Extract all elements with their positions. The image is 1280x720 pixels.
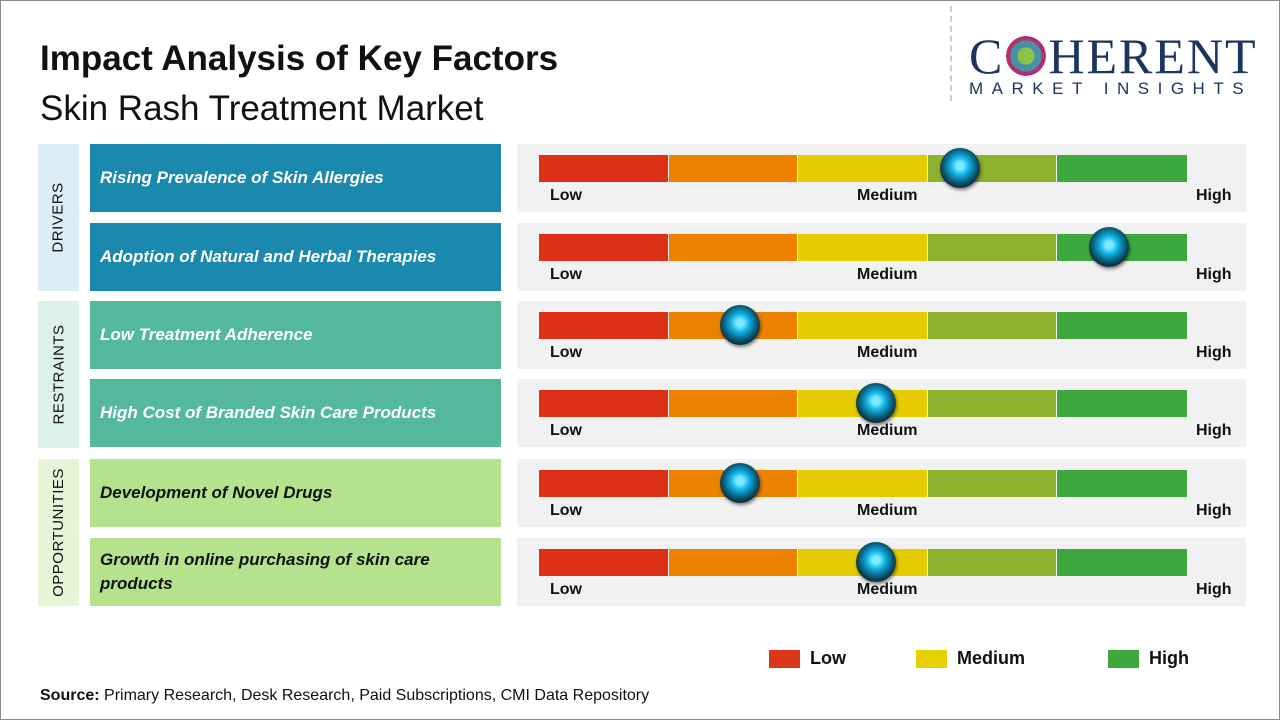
impact-marker	[940, 148, 981, 188]
factor-label: Development of Novel Drugs	[90, 459, 501, 527]
source-note: Source: Primary Research, Desk Research,…	[40, 687, 650, 704]
gauge-segment	[539, 549, 668, 576]
divider	[950, 6, 952, 101]
scale-label-high: High	[1196, 422, 1232, 439]
gauge-segment	[798, 234, 927, 261]
factor-label: Adoption of Natural and Herbal Therapies	[90, 223, 501, 291]
scale-label-low: Low	[550, 581, 582, 598]
impact-marker	[855, 383, 896, 423]
gauge-segment	[539, 312, 668, 339]
gauge-segment	[927, 470, 1057, 497]
legend-swatch-low	[769, 649, 800, 668]
scale-label-high: High	[1196, 344, 1232, 361]
gauge-segment	[798, 470, 927, 497]
legend-high: High	[1108, 648, 1189, 669]
gauge-segment	[1057, 390, 1187, 417]
legend-swatch-medium	[916, 649, 947, 668]
scale-label-high: High	[1196, 581, 1232, 598]
category-restraints: RESTRAINTS	[38, 301, 79, 448]
impact-marker	[1089, 227, 1130, 267]
gauge-segment	[798, 312, 927, 339]
gauge-segment	[1057, 312, 1187, 339]
scale-label-high: High	[1196, 187, 1232, 204]
gauge-segment	[668, 234, 798, 261]
gauge-segment	[539, 390, 668, 417]
scale-label-medium: Medium	[857, 422, 918, 439]
scale-label-low: Low	[550, 266, 582, 283]
scale-label-medium: Medium	[857, 266, 918, 283]
gauge-segment	[539, 155, 668, 182]
factor-label: Rising Prevalence of Skin Allergies	[90, 144, 501, 212]
legend-medium: Medium	[916, 648, 1025, 669]
scale-label-low: Low	[550, 502, 582, 519]
page-subtitle: Skin Rash Treatment Market	[40, 89, 484, 128]
gauge-segment	[668, 155, 798, 182]
impact-gauge: Low Medium High	[517, 379, 1246, 447]
gauge-segment	[1057, 470, 1187, 497]
impact-gauge: Low Medium High	[517, 459, 1246, 527]
factor-label: High Cost of Branded Skin Care Products	[90, 379, 501, 447]
scale-label-medium: Medium	[857, 502, 918, 519]
impact-gauge: Low Medium High	[517, 144, 1246, 212]
scale-label-high: High	[1196, 266, 1232, 283]
category-opportunities: OPPORTUNITIES	[38, 459, 79, 606]
gauge-segment	[927, 549, 1057, 576]
impact-gauge: Low Medium High	[517, 223, 1246, 291]
gauge-segment	[927, 390, 1057, 417]
gauge-segment	[1057, 155, 1187, 182]
impact-marker	[855, 542, 896, 582]
impact-marker	[719, 463, 760, 503]
globe-icon	[1006, 36, 1047, 76]
scale-label-medium: Medium	[857, 187, 918, 204]
gauge-segment	[1057, 549, 1187, 576]
factor-label: Growth in online purchasing of skin care…	[90, 538, 501, 606]
gauge-segment	[668, 549, 798, 576]
scale-label-low: Low	[550, 187, 582, 204]
gauge-segment	[927, 234, 1057, 261]
legend-swatch-high	[1108, 649, 1139, 668]
gauge-segment	[798, 155, 927, 182]
category-drivers: DRIVERS	[38, 144, 79, 291]
legend-low: Low	[769, 648, 846, 669]
impact-marker	[719, 305, 760, 345]
scale-label-medium: Medium	[857, 581, 918, 598]
scale-label-low: Low	[550, 422, 582, 439]
scale-label-medium: Medium	[857, 344, 918, 361]
scale-label-high: High	[1196, 502, 1232, 519]
gauge-segment	[927, 312, 1057, 339]
impact-gauge: Low Medium High	[517, 538, 1246, 606]
gauge-segment	[539, 470, 668, 497]
impact-gauge: Low Medium High	[517, 301, 1246, 369]
factor-label: Low Treatment Adherence	[90, 301, 501, 369]
page-title: Impact Analysis of Key Factors	[40, 39, 559, 78]
gauge-segment	[539, 234, 668, 261]
scale-label-low: Low	[550, 344, 582, 361]
company-logo: C HERENT MARKET INSIGHTS	[969, 28, 1258, 98]
gauge-segment	[668, 390, 798, 417]
